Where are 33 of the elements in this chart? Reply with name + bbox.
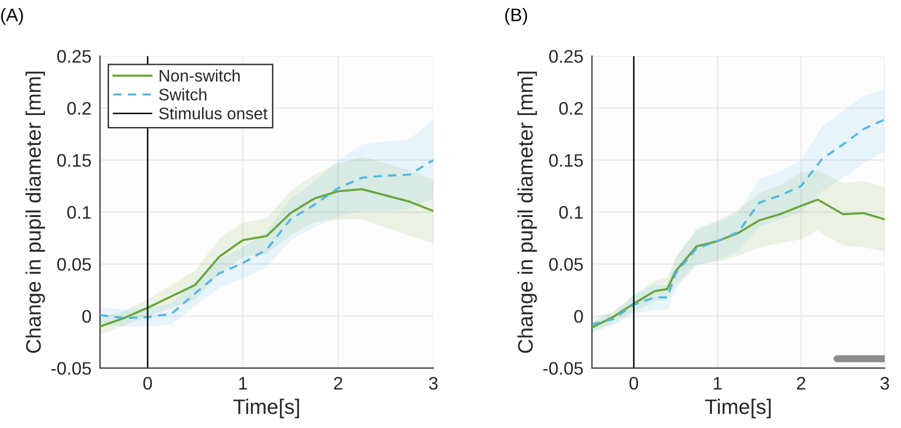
x-axis-title: Time[s]	[233, 398, 299, 418]
x-axis-title: Time[s]	[705, 398, 771, 418]
y-tick-label: 0.2	[559, 102, 583, 115]
y-tick-label: 0.2	[67, 102, 91, 115]
x-tick-label: 1	[239, 377, 248, 390]
y-axis-title: Change in pupil diameter [mm]	[26, 72, 45, 353]
y-tick-label: 0.05	[57, 258, 91, 271]
ref-line-label: Stimulus onset	[159, 107, 268, 120]
legend-label: Non-switch	[160, 69, 240, 82]
line-series	[592, 198, 885, 329]
y-tick-label: 0.1	[559, 206, 583, 219]
x-tick-label: 2	[797, 376, 806, 390]
y-tick-label: 0	[82, 310, 91, 323]
y-tick-label: 0.25	[57, 50, 91, 63]
chart-title: (B)	[505, 8, 528, 25]
x-tick-label: 2	[334, 376, 342, 390]
y-tick-label: 0.15	[549, 154, 583, 167]
y-tick-label: 0.15	[57, 154, 91, 167]
x-tick-label: 3	[429, 376, 438, 390]
y-tick-label: 0.25	[549, 50, 583, 63]
x-tick-label: 0	[143, 376, 152, 390]
y-tick-label: -0.05	[51, 362, 91, 375]
y-tick-label: 0.05	[549, 258, 583, 271]
x-tick-label: 0	[629, 376, 638, 390]
y-tick-label: 0	[574, 310, 583, 323]
y-tick-label: -0.05	[543, 362, 583, 375]
x-tick-label: 3	[880, 376, 890, 390]
y-axis-title: Change in pupil diameter [mm]	[518, 72, 537, 353]
x-tick-label: 1	[714, 377, 722, 390]
y-tick-label: 0.1	[67, 206, 91, 219]
line-series	[100, 188, 434, 328]
legend-label: Switch	[159, 88, 206, 101]
chart-title: (A)	[1, 8, 23, 25]
